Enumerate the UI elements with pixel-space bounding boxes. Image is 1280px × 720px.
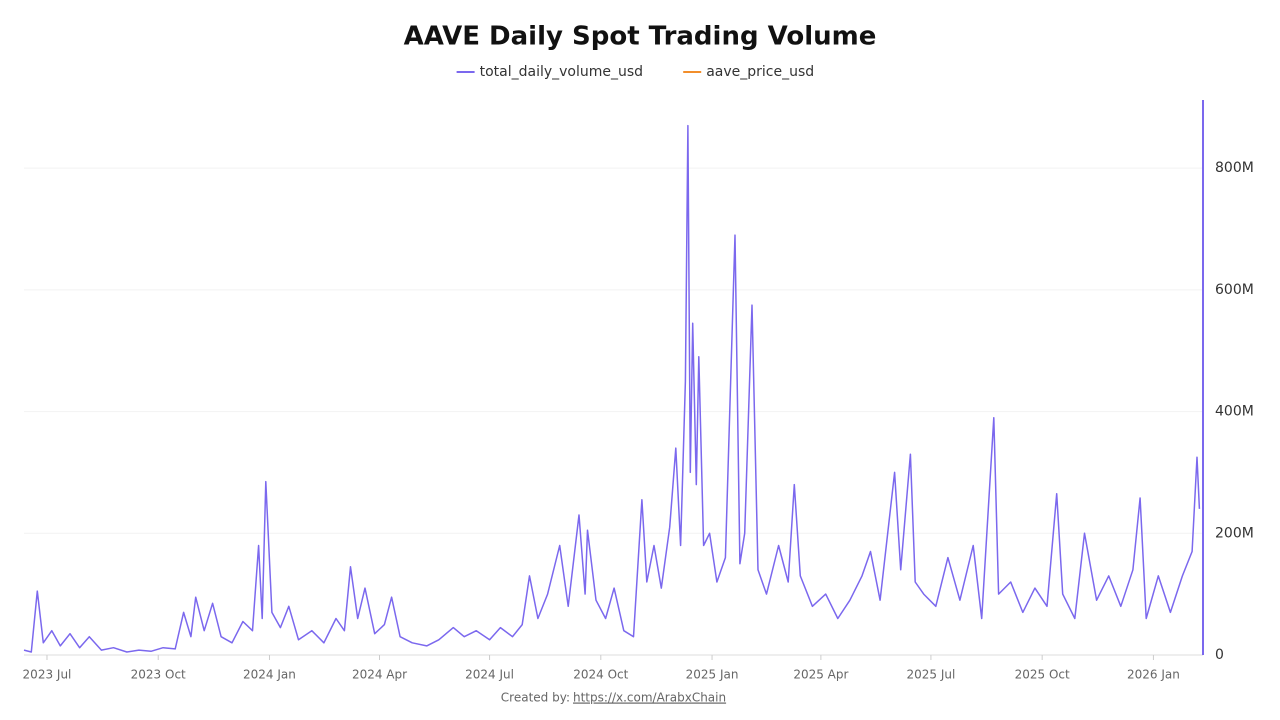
footer-link[interactable]: https://x.com/ArabxChain bbox=[573, 691, 726, 705]
y-tick-label: 0 bbox=[1215, 647, 1224, 663]
x-tick-label: 2026 Jan bbox=[1127, 668, 1180, 682]
x-tick-label: 2025 Jan bbox=[686, 668, 739, 682]
x-tick-label: 2024 Apr bbox=[352, 668, 407, 682]
y-tick-label: 800M bbox=[1215, 160, 1254, 176]
x-tick-label: 2023 Jul bbox=[23, 668, 72, 682]
y-tick-label: 600M bbox=[1215, 282, 1254, 298]
legend-label: aave_price_usd bbox=[706, 64, 814, 80]
chart-title: AAVE Daily Spot Trading Volume bbox=[404, 22, 877, 52]
x-tick-label: 2024 Jan bbox=[243, 668, 296, 682]
y-tick-label: 400M bbox=[1215, 404, 1254, 420]
x-tick-label: 2025 Apr bbox=[793, 668, 848, 682]
x-tick-label: 2025 Oct bbox=[1015, 668, 1070, 682]
x-tick-label: 2023 Oct bbox=[131, 668, 186, 682]
y-tick-label: 200M bbox=[1215, 525, 1254, 541]
x-tick-label: 2024 Oct bbox=[573, 668, 628, 682]
x-tick-label: 2024 Jul bbox=[465, 668, 514, 682]
legend-label: total_daily_volume_usd bbox=[480, 64, 643, 80]
volume-line bbox=[23, 124, 1201, 653]
footer: Created by: bbox=[501, 691, 570, 705]
x-tick-label: 2025 Jul bbox=[907, 668, 956, 682]
legend: total_daily_volume_usd aave_price_usd bbox=[456, 64, 814, 80]
